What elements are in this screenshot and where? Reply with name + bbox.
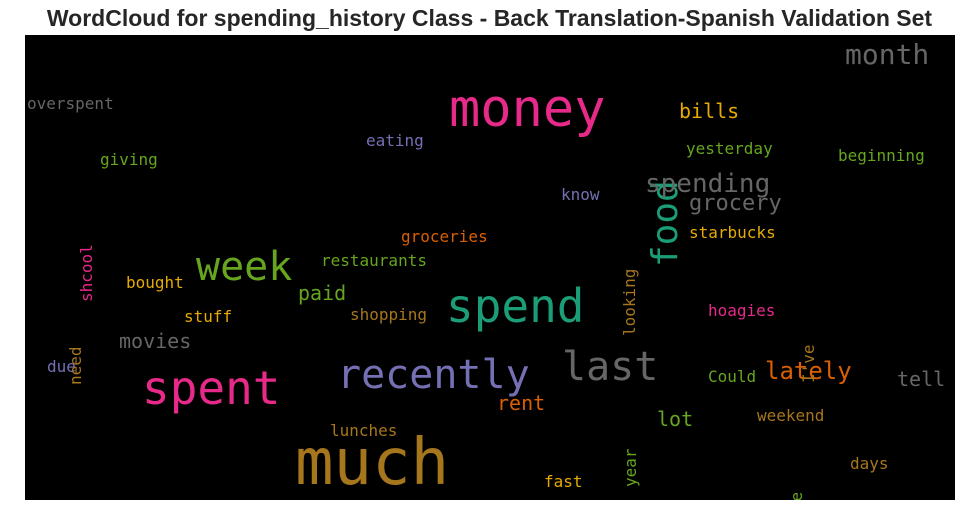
word-tell: tell [897,367,946,391]
word-due: due [47,357,76,376]
word-need: need [66,346,85,385]
word-last: last [562,344,659,390]
chart-title: WordCloud for spending_history Class - B… [46,5,933,31]
word-much: much [295,426,450,500]
word-shcool: shcool [77,244,96,302]
word-know: know [561,185,600,204]
word-stuff: stuff [184,307,233,326]
word-shopping: shopping [350,305,428,324]
word-spending: spending [645,169,771,199]
word-yesterday: yesterday [686,139,773,158]
word-bought: bought [126,273,184,292]
word-groceries: groceries [401,227,488,246]
word-looking: looking [620,268,639,336]
word-starbucks: starbucks [689,223,776,242]
word-grocery: grocery [689,191,782,216]
word-beginning: beginning [838,146,925,165]
word-bills: bills [679,99,740,123]
word-eating: eating [366,131,424,150]
word-spent: spent [142,361,281,415]
word-could: Could [708,367,757,386]
word-recently: recently [337,352,530,398]
word-days: days [850,454,889,473]
word-paid: paid [298,281,347,305]
word-month: month [845,38,930,71]
word-weekend: weekend [757,406,825,425]
word-since: since [787,492,806,500]
word-movies: movies [119,329,192,353]
word-lot: lot [657,407,694,431]
word-giving: giving [100,150,158,169]
word-week: week [196,244,293,290]
word-lunches: lunches [330,421,398,440]
wordcloud-canvas: money much spent spend recently last week food m… [25,35,955,500]
word-i-ve: I've [799,344,818,383]
word-lately: lately [765,357,852,385]
word-money: money [449,79,606,139]
word-restaurants: restaurants [321,251,427,270]
word-fast: fast [544,472,583,491]
word-spend: spend [446,279,585,333]
word-overspent: overspent [27,94,114,113]
word-hoagies: hoagies [708,301,776,320]
word-rent: rent [497,391,546,415]
word-year: year [621,448,640,487]
